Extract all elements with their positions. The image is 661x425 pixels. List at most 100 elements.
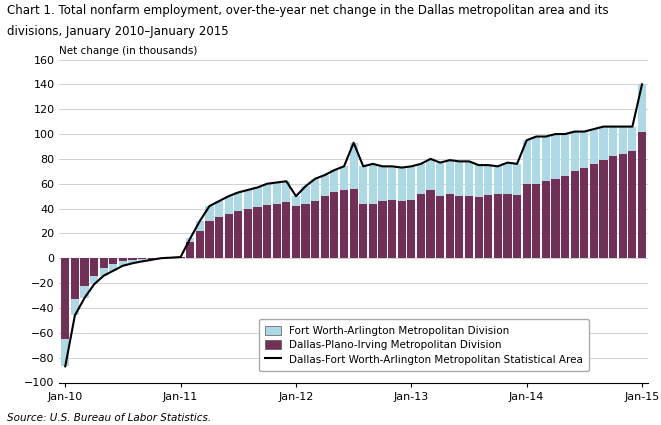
Bar bbox=[426, 190, 435, 258]
Bar bbox=[523, 140, 531, 184]
Bar bbox=[465, 196, 473, 258]
Bar bbox=[147, 259, 156, 260]
Bar bbox=[234, 211, 243, 258]
Bar bbox=[206, 206, 214, 221]
Bar bbox=[446, 194, 454, 258]
Bar bbox=[253, 187, 262, 207]
Legend: Fort Worth-Arlington Metropolitan Division, Dallas-Plano-Irving Metropolitan Div: Fort Worth-Arlington Metropolitan Divisi… bbox=[259, 319, 590, 371]
Bar bbox=[90, 276, 98, 284]
Bar bbox=[215, 201, 223, 217]
Bar bbox=[484, 195, 492, 258]
Bar bbox=[225, 196, 233, 213]
Bar bbox=[321, 196, 329, 258]
Bar bbox=[436, 163, 444, 196]
Bar bbox=[542, 136, 550, 181]
Bar bbox=[398, 167, 406, 201]
Bar bbox=[196, 221, 204, 231]
Bar bbox=[176, 257, 184, 258]
Bar bbox=[542, 181, 550, 258]
Bar bbox=[551, 134, 560, 179]
Bar bbox=[186, 238, 194, 242]
Bar bbox=[378, 201, 387, 258]
Bar bbox=[196, 231, 204, 258]
Bar bbox=[561, 176, 569, 258]
Bar bbox=[523, 184, 531, 258]
Bar bbox=[109, 258, 118, 264]
Bar bbox=[234, 193, 243, 211]
Bar bbox=[619, 154, 627, 258]
Bar bbox=[340, 190, 348, 258]
Bar bbox=[436, 196, 444, 258]
Bar bbox=[407, 166, 415, 200]
Text: divisions, January 2010–January 2015: divisions, January 2010–January 2015 bbox=[7, 26, 228, 39]
Bar bbox=[570, 171, 579, 258]
Bar bbox=[301, 204, 309, 258]
Bar bbox=[475, 197, 483, 258]
Bar bbox=[100, 258, 108, 268]
Bar bbox=[109, 264, 118, 271]
Bar bbox=[186, 242, 194, 258]
Bar bbox=[494, 194, 502, 258]
Bar bbox=[119, 261, 127, 266]
Bar bbox=[292, 206, 300, 258]
Bar bbox=[292, 196, 300, 206]
Bar bbox=[417, 164, 425, 194]
Bar bbox=[388, 200, 396, 258]
Bar bbox=[263, 184, 271, 205]
Bar bbox=[551, 179, 560, 258]
Bar bbox=[455, 162, 463, 196]
Bar bbox=[475, 165, 483, 197]
Bar bbox=[503, 163, 512, 194]
Bar bbox=[206, 221, 214, 258]
Bar bbox=[90, 258, 98, 276]
Bar bbox=[128, 260, 137, 263]
Bar bbox=[330, 170, 338, 193]
Bar bbox=[446, 160, 454, 194]
Bar bbox=[600, 127, 607, 160]
Bar bbox=[609, 156, 617, 258]
Bar bbox=[513, 164, 521, 195]
Bar bbox=[359, 166, 368, 204]
Bar bbox=[301, 186, 309, 204]
Bar bbox=[119, 258, 127, 261]
Bar bbox=[359, 204, 368, 258]
Bar bbox=[590, 129, 598, 164]
Bar bbox=[417, 194, 425, 258]
Bar bbox=[340, 166, 348, 190]
Bar bbox=[138, 258, 146, 259]
Bar bbox=[465, 162, 473, 196]
Bar bbox=[532, 136, 540, 184]
Bar bbox=[282, 181, 290, 202]
Bar bbox=[350, 143, 358, 189]
Bar bbox=[215, 217, 223, 258]
Bar bbox=[398, 201, 406, 258]
Bar bbox=[532, 184, 540, 258]
Bar bbox=[561, 134, 569, 176]
Bar bbox=[580, 167, 588, 258]
Bar bbox=[494, 166, 502, 194]
Bar bbox=[350, 189, 358, 258]
Bar bbox=[513, 195, 521, 258]
Bar bbox=[311, 179, 319, 201]
Bar bbox=[638, 84, 646, 132]
Bar bbox=[330, 193, 338, 258]
Bar bbox=[81, 286, 89, 298]
Bar bbox=[321, 175, 329, 196]
Text: Source: U.S. Bureau of Labor Statistics.: Source: U.S. Bureau of Labor Statistics. bbox=[7, 413, 211, 423]
Text: Chart 1. Total nonfarm employment, over-the-year net change in the Dallas metrop: Chart 1. Total nonfarm employment, over-… bbox=[7, 4, 608, 17]
Bar bbox=[61, 339, 69, 366]
Bar bbox=[619, 127, 627, 154]
Bar bbox=[369, 164, 377, 204]
Bar bbox=[580, 132, 588, 167]
Bar bbox=[71, 258, 79, 299]
Bar bbox=[600, 160, 607, 258]
Bar bbox=[638, 132, 646, 258]
Bar bbox=[570, 132, 579, 171]
Bar bbox=[484, 165, 492, 195]
Bar bbox=[629, 127, 637, 151]
Bar bbox=[426, 159, 435, 190]
Bar bbox=[253, 207, 262, 258]
Bar bbox=[138, 259, 146, 261]
Bar bbox=[61, 258, 69, 339]
Bar bbox=[369, 204, 377, 258]
